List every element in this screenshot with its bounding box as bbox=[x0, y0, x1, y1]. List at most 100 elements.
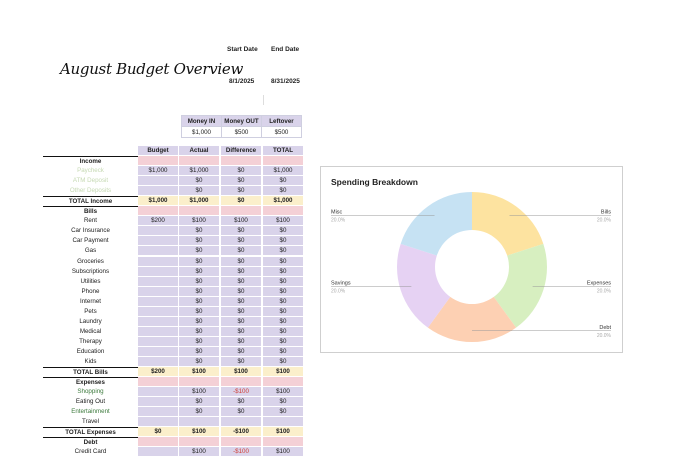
table-cell[interactable]: $0 bbox=[179, 246, 219, 257]
table-cell[interactable]: $0 bbox=[179, 266, 219, 277]
slice-savings[interactable] bbox=[397, 243, 451, 328]
table-cell[interactable]: $0 bbox=[221, 196, 261, 206]
money-in-value[interactable]: $1,000 bbox=[181, 126, 222, 138]
table-cell[interactable]: $0 bbox=[221, 246, 261, 257]
table-cell[interactable]: $0 bbox=[263, 407, 303, 418]
table-cell[interactable]: $0 bbox=[221, 326, 261, 337]
table-cell[interactable]: -$100 bbox=[221, 387, 261, 398]
table-cell[interactable]: $0 bbox=[179, 256, 219, 267]
table-cell[interactable] bbox=[138, 417, 178, 428]
table-cell[interactable] bbox=[138, 286, 178, 297]
spending-breakdown-chart[interactable]: Spending Breakdown Bills 20.0% Expenses 20.… bbox=[320, 166, 623, 353]
table-cell[interactable] bbox=[138, 176, 178, 187]
table-cell[interactable] bbox=[138, 296, 178, 307]
table-cell[interactable] bbox=[138, 447, 178, 458]
start-date-value[interactable]: 8/1/2025 bbox=[229, 78, 255, 85]
table-cell[interactable] bbox=[138, 387, 178, 398]
table-cell[interactable]: $0 bbox=[179, 407, 219, 418]
table-cell[interactable]: $0 bbox=[179, 346, 219, 357]
end-date-value[interactable]: 8/31/2025 bbox=[271, 78, 300, 85]
table-cell[interactable]: $0 bbox=[179, 336, 219, 347]
table-cell[interactable]: -$100 bbox=[221, 427, 261, 437]
table-cell[interactable]: $1,000 bbox=[179, 196, 219, 206]
table-cell[interactable]: $0 bbox=[221, 296, 261, 307]
table-cell[interactable]: $0 bbox=[221, 256, 261, 267]
table-cell[interactable]: $0 bbox=[263, 356, 303, 367]
table-cell[interactable] bbox=[179, 417, 219, 428]
table-cell[interactable] bbox=[138, 256, 178, 267]
table-cell[interactable]: $0 bbox=[221, 186, 261, 197]
table-cell[interactable]: $0 bbox=[221, 236, 261, 247]
table-cell[interactable]: $0 bbox=[263, 397, 303, 408]
table-cell[interactable]: $100 bbox=[263, 216, 303, 227]
table-cell[interactable]: $0 bbox=[221, 166, 261, 177]
table-cell[interactable]: $0 bbox=[179, 276, 219, 287]
table-cell[interactable]: $0 bbox=[221, 286, 261, 297]
table-cell[interactable] bbox=[138, 346, 178, 357]
table-cell[interactable]: -$100 bbox=[221, 447, 261, 458]
table-cell[interactable]: $100 bbox=[179, 387, 219, 398]
table-cell[interactable]: $0 bbox=[221, 407, 261, 418]
slice-bills[interactable] bbox=[472, 192, 544, 256]
table-cell[interactable]: $0 bbox=[221, 397, 261, 408]
table-cell[interactable]: $0 bbox=[179, 286, 219, 297]
table-cell[interactable]: $0 bbox=[263, 286, 303, 297]
table-cell[interactable]: $1,000 bbox=[179, 166, 219, 177]
table-cell[interactable]: $0 bbox=[221, 316, 261, 327]
table-cell[interactable]: $100 bbox=[263, 387, 303, 398]
table-cell[interactable] bbox=[138, 356, 178, 367]
table-cell[interactable]: $0 bbox=[179, 326, 219, 337]
table-cell[interactable] bbox=[138, 397, 178, 408]
table-cell[interactable] bbox=[138, 306, 178, 317]
table-cell[interactable] bbox=[138, 326, 178, 337]
table-cell[interactable]: $0 bbox=[221, 356, 261, 367]
table-cell[interactable]: $0 bbox=[263, 346, 303, 357]
money-out-value[interactable]: $500 bbox=[221, 126, 262, 138]
table-cell[interactable] bbox=[221, 417, 261, 428]
table-cell[interactable]: $0 bbox=[221, 276, 261, 287]
table-cell[interactable]: $200 bbox=[138, 216, 178, 227]
table-cell[interactable] bbox=[138, 336, 178, 347]
table-cell[interactable]: $0 bbox=[179, 356, 219, 367]
table-cell[interactable]: $0 bbox=[263, 236, 303, 247]
table-cell[interactable]: $0 bbox=[221, 266, 261, 277]
table-cell[interactable]: $200 bbox=[138, 367, 178, 377]
table-cell[interactable]: $0 bbox=[221, 306, 261, 317]
table-cell[interactable]: $0 bbox=[263, 326, 303, 337]
table-cell[interactable]: $100 bbox=[263, 427, 303, 437]
table-cell[interactable] bbox=[138, 236, 178, 247]
table-cell[interactable] bbox=[138, 316, 178, 327]
table-cell[interactable] bbox=[138, 246, 178, 257]
table-cell[interactable] bbox=[138, 266, 178, 277]
table-cell[interactable]: $100 bbox=[221, 216, 261, 227]
table-cell[interactable]: $0 bbox=[263, 336, 303, 347]
table-cell[interactable]: $100 bbox=[179, 427, 219, 437]
table-cell[interactable]: $0 bbox=[221, 226, 261, 237]
table-cell[interactable]: $100 bbox=[221, 367, 261, 377]
table-cell[interactable] bbox=[138, 407, 178, 418]
table-cell[interactable]: $0 bbox=[221, 176, 261, 187]
table-cell[interactable]: $1,000 bbox=[138, 166, 178, 177]
table-cell[interactable] bbox=[138, 226, 178, 237]
table-cell[interactable]: $0 bbox=[263, 246, 303, 257]
table-cell[interactable]: $100 bbox=[263, 367, 303, 377]
slice-misc[interactable] bbox=[400, 192, 472, 256]
leftover-value[interactable]: $500 bbox=[261, 126, 302, 138]
table-cell[interactable]: $0 bbox=[263, 276, 303, 287]
table-cell[interactable]: $100 bbox=[179, 447, 219, 458]
table-cell[interactable]: $0 bbox=[263, 226, 303, 237]
table-cell[interactable]: $1,000 bbox=[263, 196, 303, 206]
table-cell[interactable]: $0 bbox=[179, 236, 219, 247]
table-cell[interactable]: $0 bbox=[179, 226, 219, 237]
table-cell[interactable]: $100 bbox=[179, 216, 219, 227]
table-cell[interactable]: $0 bbox=[263, 256, 303, 267]
table-cell[interactable]: $100 bbox=[263, 447, 303, 458]
table-cell[interactable]: $0 bbox=[179, 397, 219, 408]
table-cell[interactable]: $0 bbox=[179, 306, 219, 317]
table-cell[interactable]: $0 bbox=[179, 176, 219, 187]
table-cell[interactable]: $1,000 bbox=[263, 166, 303, 177]
table-cell[interactable]: $0 bbox=[221, 336, 261, 347]
table-cell[interactable]: $0 bbox=[221, 346, 261, 357]
table-cell[interactable] bbox=[138, 186, 178, 197]
table-cell[interactable]: $0 bbox=[263, 296, 303, 307]
